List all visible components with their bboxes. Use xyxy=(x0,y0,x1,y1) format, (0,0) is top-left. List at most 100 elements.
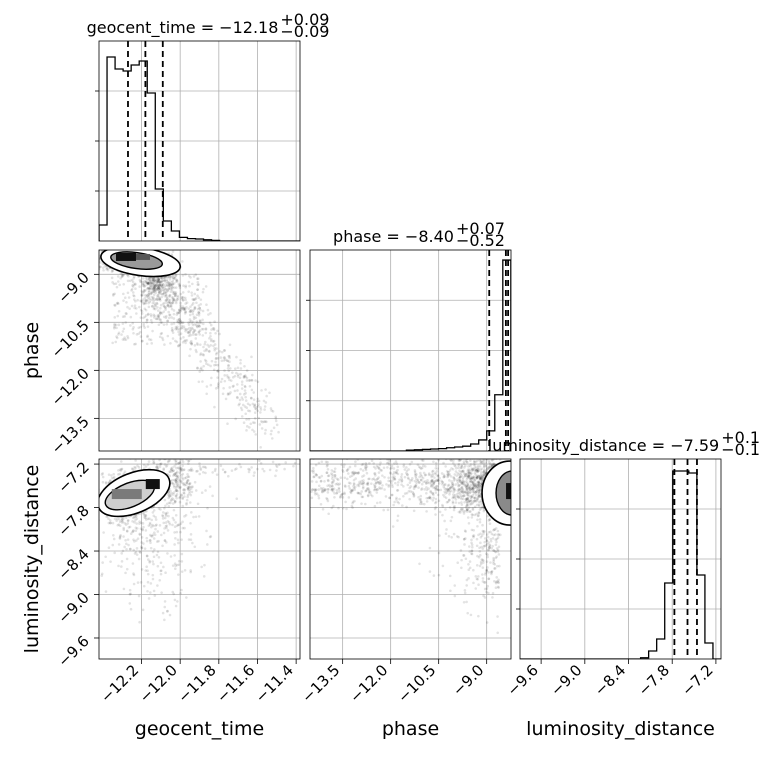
sample-point xyxy=(182,336,185,339)
sample-point xyxy=(165,281,168,285)
sample-point xyxy=(140,309,144,313)
sample-point xyxy=(476,469,480,473)
sample-point xyxy=(145,539,149,543)
sample-point xyxy=(456,479,459,483)
sample-point xyxy=(441,503,444,507)
sample-point xyxy=(226,393,230,396)
sample-point xyxy=(459,490,463,494)
sample-point xyxy=(152,279,155,283)
sample-point xyxy=(171,328,174,332)
sample-point xyxy=(174,478,177,482)
sample-point xyxy=(155,454,158,457)
sample-point xyxy=(155,298,159,301)
sample-point xyxy=(492,462,495,465)
sample-point xyxy=(468,471,471,475)
sample-point xyxy=(186,441,189,444)
sample-point xyxy=(386,461,389,465)
sample-point xyxy=(164,521,168,524)
sample-point xyxy=(472,477,475,480)
sample-point xyxy=(473,505,477,509)
sample-point xyxy=(489,463,492,467)
sample-point xyxy=(159,572,163,576)
sample-point xyxy=(167,459,170,463)
sample-point xyxy=(200,366,203,370)
sample-point xyxy=(185,305,188,309)
sample-point xyxy=(179,320,183,324)
sample-point xyxy=(228,360,231,363)
scatter-panel-geocent_time-vs-phase xyxy=(98,243,301,452)
sample-point xyxy=(453,464,456,467)
sample-point xyxy=(156,465,160,469)
sample-point xyxy=(250,378,253,382)
sample-point xyxy=(259,411,262,414)
sample-point xyxy=(185,481,189,485)
sample-point xyxy=(419,478,423,482)
sample-point xyxy=(501,456,504,459)
sample-point xyxy=(147,294,151,298)
sample-point xyxy=(181,478,185,481)
sample-point xyxy=(473,499,477,502)
sample-point xyxy=(153,283,157,286)
sample-point xyxy=(283,467,286,471)
sample-point xyxy=(167,298,170,302)
sample-point xyxy=(168,293,172,297)
sample-point xyxy=(461,476,465,480)
sample-point xyxy=(168,495,171,498)
sample-point xyxy=(152,537,156,540)
sample-point xyxy=(147,292,151,296)
sample-point xyxy=(152,279,156,283)
sample-point xyxy=(127,275,130,278)
sample-point xyxy=(177,308,181,312)
sample-point xyxy=(153,290,156,293)
sample-point xyxy=(480,479,484,482)
sample-point xyxy=(166,609,169,613)
sample-point xyxy=(172,277,175,281)
sample-point xyxy=(489,462,492,465)
sample-point xyxy=(457,485,460,488)
sample-point xyxy=(174,299,178,303)
sample-point xyxy=(136,537,140,540)
sample-point xyxy=(169,467,173,470)
sample-point xyxy=(157,286,160,290)
sample-point xyxy=(189,570,192,574)
sample-point xyxy=(188,481,192,485)
sample-point xyxy=(475,485,479,489)
sample-point xyxy=(133,540,136,543)
sample-point xyxy=(483,473,486,477)
sample-point xyxy=(475,488,479,492)
sample-point xyxy=(166,552,169,555)
sample-point xyxy=(475,476,479,480)
sample-point xyxy=(467,495,470,498)
sample-point xyxy=(153,280,157,283)
sample-point xyxy=(172,474,175,477)
sample-point xyxy=(475,486,478,490)
sample-point xyxy=(245,379,249,382)
panels-layer xyxy=(95,40,722,660)
sample-point xyxy=(189,310,193,313)
sample-point xyxy=(152,316,156,319)
sample-point xyxy=(435,488,438,491)
sample-point xyxy=(132,294,135,297)
sample-point xyxy=(348,487,351,490)
sample-point xyxy=(133,246,136,249)
sample-point xyxy=(336,456,339,459)
sample-point xyxy=(116,243,119,246)
sample-point xyxy=(113,304,117,307)
sample-point xyxy=(147,296,150,300)
sample-point xyxy=(274,417,278,420)
sample-point xyxy=(110,474,113,477)
sample-point xyxy=(155,280,158,283)
sample-point xyxy=(457,510,461,514)
sample-point xyxy=(163,294,167,298)
sample-point xyxy=(129,532,133,536)
sample-point xyxy=(464,498,468,501)
sample-point xyxy=(199,298,203,301)
sample-point xyxy=(212,339,216,343)
sample-point xyxy=(448,479,451,482)
sample-point xyxy=(183,526,186,530)
sample-point xyxy=(110,269,114,272)
sample-point xyxy=(207,345,211,348)
sample-point xyxy=(163,527,166,530)
sample-point xyxy=(122,292,125,296)
sample-point xyxy=(125,529,129,533)
